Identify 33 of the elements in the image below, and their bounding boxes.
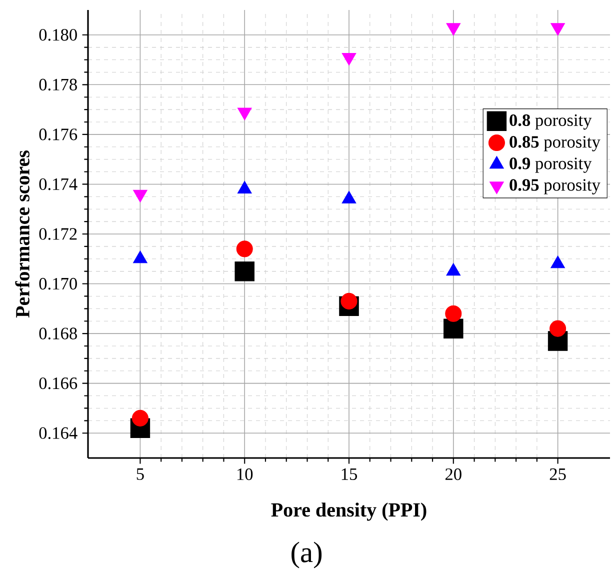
x-tick-label: 20 [445, 468, 462, 480]
legend-label: 0.85 porosity [510, 136, 600, 152]
legend-label: 0.95 porosity [510, 179, 600, 194]
point [236, 240, 253, 258]
legend-label: 0.8 porosity [510, 114, 592, 130]
point [445, 305, 462, 322]
point [132, 410, 148, 426]
point [340, 292, 358, 310]
x-axis-title: Pore density (PPI) [271, 502, 426, 521]
point [234, 261, 254, 282]
y-tick-label: 0.164 [39, 427, 78, 439]
y-axis-title: Performance scores [15, 150, 30, 318]
point [237, 108, 252, 120]
y-tick-label: 0.170 [39, 278, 77, 290]
x-tick-label: 5 [136, 468, 144, 480]
y-tick-label: 0.172 [39, 228, 77, 240]
x-tick-label: 25 [550, 468, 566, 480]
y-tick-label: 0.174 [39, 178, 78, 190]
y-tick-label: 0.166 [39, 377, 78, 390]
point [133, 190, 148, 202]
point [550, 23, 565, 36]
point [550, 320, 566, 337]
y-tick-label: 0.176 [39, 128, 78, 140]
x-tick-label: 10 [237, 468, 253, 480]
y-tick-label: 0.178 [39, 78, 77, 91]
point [342, 53, 356, 66]
legend-label: 0.9 porosity [510, 158, 592, 173]
y-tick-label: 0.168 [39, 328, 77, 340]
point [444, 318, 464, 338]
y-tick-label: 0.180 [39, 29, 77, 41]
point [446, 23, 461, 36]
text: (a) [292, 542, 322, 568]
x-tick-label: 15 [342, 468, 357, 480]
